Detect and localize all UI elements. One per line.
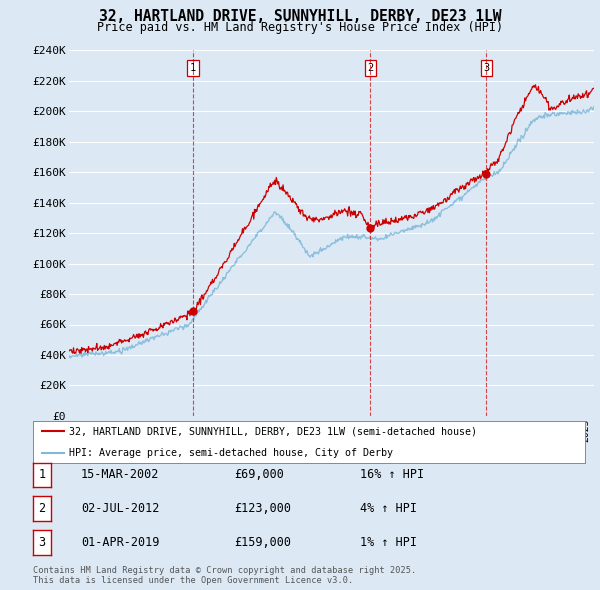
Text: 1: 1 xyxy=(38,468,46,481)
Text: HPI: Average price, semi-detached house, City of Derby: HPI: Average price, semi-detached house,… xyxy=(69,448,393,457)
Text: 32, HARTLAND DRIVE, SUNNYHILL, DERBY, DE23 1LW: 32, HARTLAND DRIVE, SUNNYHILL, DERBY, DE… xyxy=(99,9,501,24)
Text: 1% ↑ HPI: 1% ↑ HPI xyxy=(360,536,417,549)
Text: £123,000: £123,000 xyxy=(234,502,291,515)
Text: 32, HARTLAND DRIVE, SUNNYHILL, DERBY, DE23 1LW (semi-detached house): 32, HARTLAND DRIVE, SUNNYHILL, DERBY, DE… xyxy=(69,427,477,436)
Text: 4% ↑ HPI: 4% ↑ HPI xyxy=(360,502,417,515)
Text: 01-APR-2019: 01-APR-2019 xyxy=(81,536,160,549)
Text: 3: 3 xyxy=(38,536,46,549)
Text: 15-MAR-2002: 15-MAR-2002 xyxy=(81,468,160,481)
Text: 2: 2 xyxy=(38,502,46,515)
Text: £69,000: £69,000 xyxy=(234,468,284,481)
Text: 02-JUL-2012: 02-JUL-2012 xyxy=(81,502,160,515)
Text: 1: 1 xyxy=(190,63,196,73)
Text: Price paid vs. HM Land Registry's House Price Index (HPI): Price paid vs. HM Land Registry's House … xyxy=(97,21,503,34)
Text: £159,000: £159,000 xyxy=(234,536,291,549)
Text: 16% ↑ HPI: 16% ↑ HPI xyxy=(360,468,424,481)
Text: 2: 2 xyxy=(367,63,373,73)
Text: Contains HM Land Registry data © Crown copyright and database right 2025.
This d: Contains HM Land Registry data © Crown c… xyxy=(33,566,416,585)
Text: 3: 3 xyxy=(483,63,490,73)
